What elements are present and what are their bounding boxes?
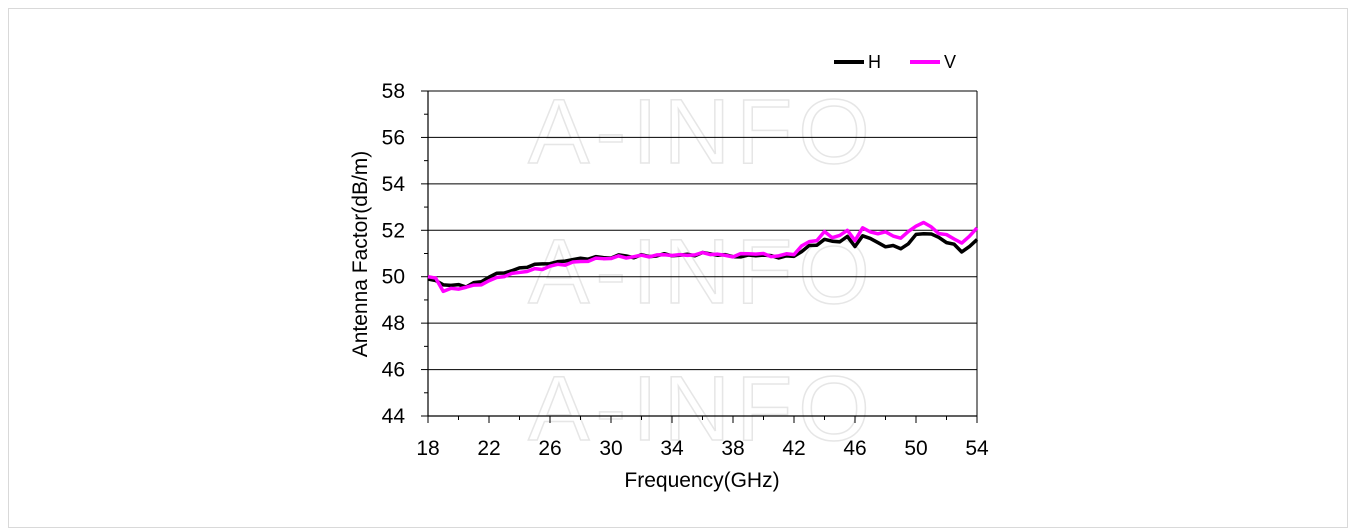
legend-label-v: V — [944, 52, 956, 72]
y-axis-title: Antenna Factor(dB/m) — [349, 151, 372, 358]
x-tick-labels: 18 22 26 30 34 38 42 46 50 54 — [416, 437, 989, 460]
legend: H V — [834, 52, 956, 72]
series-line-v — [427, 220, 979, 294]
grid — [428, 90, 977, 371]
x-tick-label-34: 34 — [660, 437, 684, 460]
x-tick-label-30: 30 — [599, 437, 622, 460]
y-tick-label-48: 48 — [382, 312, 405, 335]
chart-frame — [8, 8, 1348, 528]
x-tick-label-50: 50 — [904, 437, 927, 460]
axes — [421, 90, 978, 423]
y-tick-label-52: 52 — [382, 219, 405, 242]
x-tick-label-26: 26 — [538, 437, 561, 460]
x-tick-label-22: 22 — [477, 437, 500, 460]
y-tick-label-56: 56 — [382, 126, 405, 149]
y-tick-label-46: 46 — [382, 359, 405, 382]
x-tick-label-18: 18 — [416, 437, 439, 460]
legend-label-h: H — [868, 52, 881, 72]
x-tick-label-46: 46 — [843, 437, 866, 460]
antenna-factor-chart: A-INFO A-INFO A-INFO 44 46 48 50 52 54 56 58 18… — [349, 52, 989, 492]
y-tick-label-50: 50 — [382, 266, 405, 289]
watermark-text-1: A-INFO — [528, 81, 876, 183]
x-tick-label-54: 54 — [965, 437, 989, 460]
y-tick-label-58: 58 — [382, 80, 405, 103]
y-tick-label-44: 44 — [382, 405, 406, 428]
watermark-text-3: A-INFO — [528, 358, 876, 460]
x-axis-title: Frequency(GHz) — [624, 469, 779, 492]
watermark: A-INFO A-INFO A-INFO — [527, 80, 876, 461]
watermark-text-2: A-INFO — [528, 221, 876, 323]
series — [427, 220, 979, 294]
x-tick-label-42: 42 — [782, 437, 805, 460]
x-tick-label-38: 38 — [721, 437, 744, 460]
y-tick-label-54: 54 — [382, 173, 406, 196]
y-tick-labels: 44 46 48 50 52 54 56 58 — [382, 80, 406, 428]
